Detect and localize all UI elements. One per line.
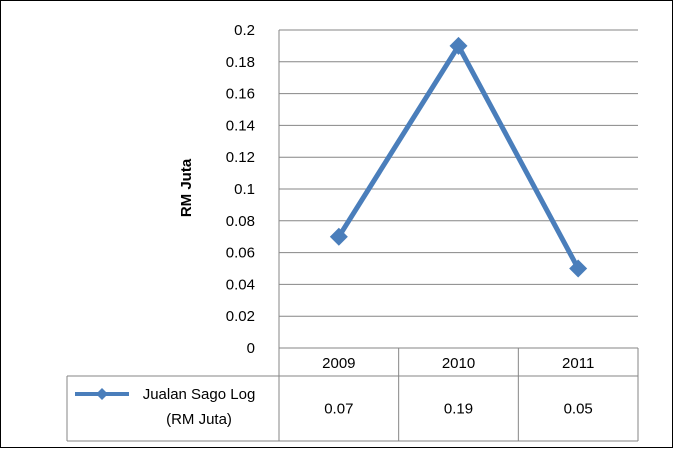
data-point-marker	[449, 36, 468, 55]
data-point-marker	[569, 259, 588, 278]
y-tick-label: 0.08	[226, 213, 255, 230]
y-tick-label: 0.1	[234, 181, 255, 198]
y-axis-ticks: 0 0.02 0.04 0.06 0.08 0.1 0.12 0.14 0.16 0.18 0.2	[226, 22, 255, 357]
x-tick-label: 2011	[562, 355, 594, 372]
data-table-value: 0.05	[564, 401, 593, 418]
y-tick-label: 0.18	[226, 54, 255, 71]
y-tick-label: 0.16	[226, 86, 255, 103]
legend-label-line2: (RM Juta)	[166, 411, 232, 428]
y-tick-label: 0.2	[234, 22, 255, 39]
x-tick-label: 2009	[322, 355, 355, 372]
y-axis-label: RM Juta	[178, 158, 195, 217]
y-tick-label: 0	[247, 340, 255, 357]
y-tick-label: 0.06	[226, 245, 255, 262]
y-tick-label: 0.02	[226, 308, 255, 325]
data-table-value: 0.07	[324, 401, 353, 418]
gridlines	[278, 29, 638, 348]
x-tick-label: 2010	[442, 355, 475, 372]
y-tick-label: 0.14	[226, 117, 255, 134]
data-table: 2009 2010 2011 0.07 0.19 0.05 Jualan Sago Log (…	[66, 347, 639, 442]
series-line-group	[329, 36, 588, 278]
y-tick-label: 0.12	[226, 149, 255, 166]
legend-marker-diamond	[96, 388, 108, 400]
y-tick-label: 0.04	[226, 276, 255, 293]
data-point-marker	[329, 227, 348, 246]
data-table-value: 0.19	[444, 401, 473, 418]
legend-label-line1: Jualan Sago Log	[143, 386, 256, 403]
